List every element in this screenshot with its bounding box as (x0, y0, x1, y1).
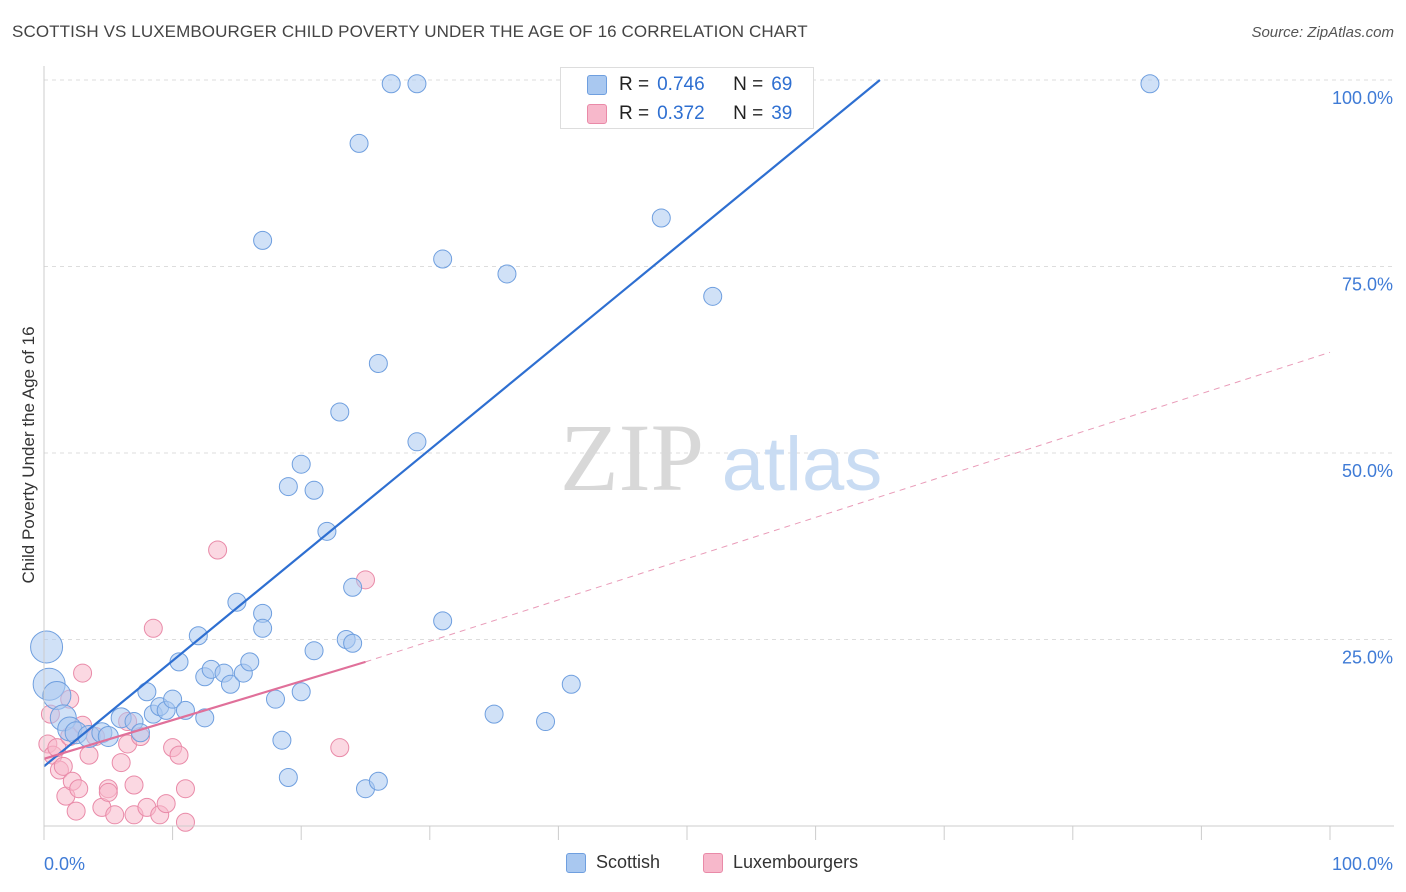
scottish-point (407, 432, 427, 452)
luxembourgers-point (79, 745, 99, 765)
scottish-point (561, 674, 581, 694)
luxembourgers-legend-swatch (703, 852, 723, 873)
luxembourgers-point (208, 540, 228, 560)
scottish-point (407, 74, 427, 94)
luxembourgers-point (69, 779, 89, 799)
scottish-point (220, 674, 240, 694)
luxembourgers-point (169, 745, 189, 765)
n-label: N = (733, 103, 764, 124)
scottish-point (278, 768, 298, 788)
y-tick-label: 25.0% (1342, 648, 1393, 668)
luxembourgers-point (73, 663, 93, 683)
scottish-point (253, 230, 273, 250)
x-tick-label-min: 0.0% (44, 854, 85, 874)
scottish-point (368, 353, 388, 373)
y-tick-label: 75.0% (1342, 275, 1393, 295)
scottish-point (137, 682, 157, 702)
scottish-point (227, 592, 247, 612)
r-label: R = (619, 74, 650, 95)
scottish-point (291, 682, 311, 702)
luxembourgers-point (330, 738, 350, 758)
scottish-point (188, 626, 208, 646)
luxembourgers-swatch (587, 104, 607, 124)
scottish-point (163, 689, 183, 709)
scottish-point (278, 477, 298, 497)
bottom-legend: Scottish Luxembourgers (0, 852, 1406, 878)
scottish-point (368, 771, 388, 791)
grid-layer (44, 79, 1394, 640)
scottish-point (195, 708, 215, 728)
watermark: ZIP atlas (560, 404, 882, 511)
scottish-point (343, 577, 363, 597)
luxembourgers-point (124, 775, 144, 795)
legend-item-luxembourgers[interactable]: Luxembourgers (703, 852, 858, 873)
x-tick-label-max: 100.0% (1332, 854, 1393, 874)
stats-legend: R = 0.746 N = 69 R = 0.372 N = 39 (560, 67, 814, 129)
scottish-point (304, 641, 324, 661)
luxembourgers-point (175, 779, 195, 799)
n-value: 69 (771, 74, 793, 95)
scottish-point (343, 633, 363, 653)
scottish-point (30, 630, 64, 664)
watermark-zip: ZIP (560, 404, 704, 511)
r-value: 0.372 (657, 103, 705, 124)
y-axis-label: Child Poverty Under the Age of 16 (19, 326, 38, 583)
axis-layer: 25.0% 50.0% 75.0% 100.0% 0.0% 100.0% (43, 66, 1394, 874)
stats-row-scottish: R = 0.746 N = 69 (587, 74, 792, 96)
scottish-point (484, 704, 504, 724)
luxembourgers-trend-line (43, 660, 366, 760)
n-label: N = (733, 74, 764, 95)
scottish-point (304, 480, 324, 500)
scottish-point (349, 133, 369, 153)
scottish-point (536, 712, 556, 732)
scottish-point (291, 454, 311, 474)
scottish-swatch (587, 75, 607, 95)
y-tick-label: 50.0% (1342, 461, 1393, 481)
y-tick-label: 100.0% (1332, 88, 1393, 108)
scottish-point (433, 611, 453, 631)
scottish-point (272, 730, 292, 750)
scottish-trend-line (43, 79, 881, 768)
scottish-point (433, 249, 453, 269)
scottish-point (651, 208, 671, 228)
legend-label-scottish: Scottish (596, 852, 661, 872)
legend-label-luxembourgers: Luxembourgers (733, 852, 859, 872)
scottish-point (253, 618, 273, 638)
watermark-atlas: atlas (722, 422, 883, 507)
luxembourgers-point (156, 794, 176, 814)
source-label: Source: ZipAtlas.com (1251, 24, 1394, 41)
luxembourgers-point (53, 756, 73, 776)
chart-title: SCOTTISH VS LUXEMBOURGER CHILD POVERTY U… (12, 22, 808, 41)
luxembourgers-point (111, 753, 131, 773)
scottish-point (317, 521, 337, 541)
scottish-point (703, 286, 723, 306)
r-value: 0.746 (657, 74, 705, 95)
points-layer (30, 74, 1160, 832)
n-value: 39 (771, 103, 793, 124)
scottish-point (1140, 74, 1160, 94)
luxembourgers-point (105, 805, 125, 825)
r-label: R = (619, 103, 650, 124)
luxembourgers-trend-extension (365, 351, 1331, 663)
legend-item-scottish[interactable]: Scottish (566, 852, 660, 873)
luxembourgers-point (175, 812, 195, 832)
luxembourgers-point (98, 782, 118, 802)
scottish-point (265, 689, 285, 709)
scottish-point (381, 74, 401, 94)
scottish-legend-swatch (566, 852, 586, 873)
luxembourgers-point (143, 618, 163, 638)
stats-row-luxembourgers: R = 0.372 N = 39 (587, 103, 792, 125)
scottish-point (240, 652, 260, 672)
trend-layer (43, 79, 1331, 768)
luxembourgers-point (66, 801, 86, 821)
scottish-point (497, 264, 517, 284)
scottish-point (330, 402, 350, 422)
